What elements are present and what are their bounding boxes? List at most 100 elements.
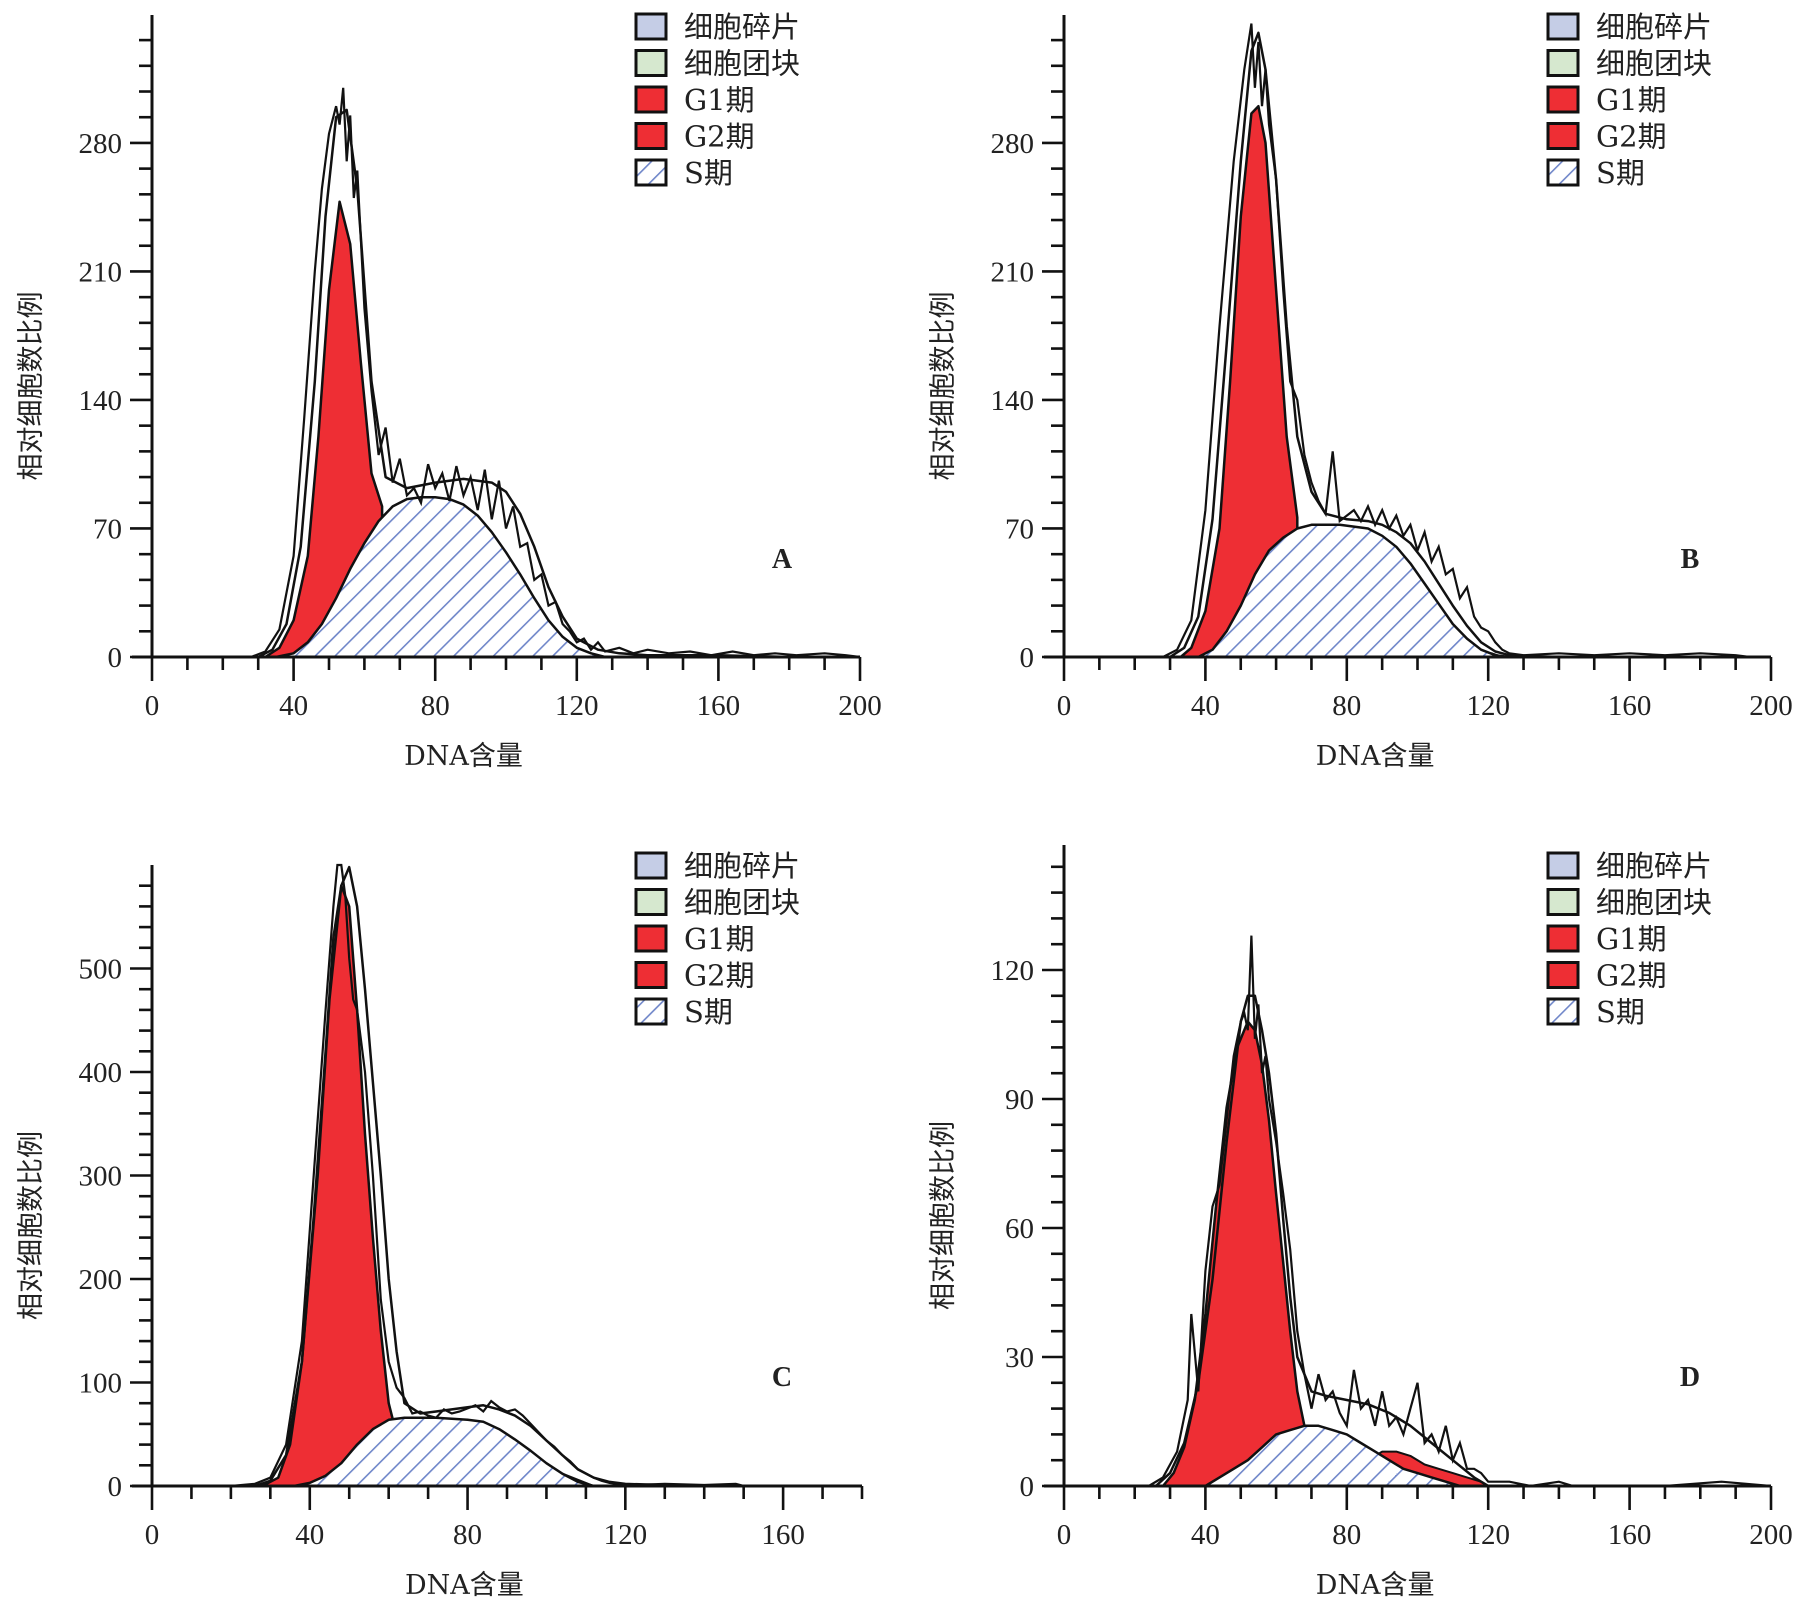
legend-swatch-aggregates [634,888,668,916]
x-tick-label: 80 [421,690,450,722]
y-tick-label: 500 [79,954,123,986]
s-phase-area [292,1416,596,1488]
g1-phase-area [264,200,384,659]
model-fit-line [1169,31,1771,659]
y-tick-label: 210 [991,256,1035,288]
legend-swatch-debris [634,12,668,41]
x-tick-label: 160 [1608,1519,1652,1551]
legend-swatch-aggregates [1546,888,1580,916]
x-tick-label: 200 [838,690,882,722]
y-tick-label: 0 [1020,642,1035,674]
legend-label-g2: G2期 [1596,120,1667,154]
y-tick-label: 140 [991,385,1035,417]
y-axis-title: 相对细胞数比例 [928,1121,959,1310]
legend-label-g1: G1期 [1596,922,1667,956]
plot-area [1148,935,1772,1488]
legend-label-s: S期 [684,995,733,1029]
panel-c: 0 40 80 120 160 0 100 200 300 400 500 细胞碎片细胞团块G1期G… [16,849,864,1601]
legend-label-aggregates: 细胞团块 [684,886,800,920]
x-tick-label: 160 [1608,690,1652,722]
panel-d: 0 40 80 120 160 200 0 30 60 90 120 细胞碎片细胞团块G1期G2期S… [928,845,1793,1601]
panel-label: B [1681,544,1700,575]
legend-label-g2: G2期 [684,959,755,993]
legend-label-aggregates: 细胞团块 [1596,47,1712,81]
panel-label: C [772,1362,792,1393]
x-tick-label: 40 [1191,690,1220,722]
y-axis-title: 相对细胞数比例 [928,292,959,481]
legend-swatch-g1 [1546,85,1580,114]
s-phase-area [1197,523,1511,659]
legend-swatch-debris [1546,851,1580,880]
x-tick-label: 200 [1749,690,1793,722]
legend-swatch-g2 [634,961,668,989]
x-tick-label: 120 [555,690,599,722]
x-tick-label: 0 [1057,1519,1072,1551]
x-tick-label: 0 [145,1519,160,1551]
panel-label: D [1680,1362,1700,1393]
legend-swatch-g1 [634,924,668,953]
legend-label-s: S期 [684,156,733,190]
g1-phase-area [1179,104,1299,659]
legend-swatch-debris [634,851,668,880]
raw-histogram-line [230,863,744,1488]
legend-label-s: S期 [1596,995,1645,1029]
y-tick-label: 140 [79,385,123,417]
panel-label: A [772,544,793,575]
legend-swatch-s [1546,997,1580,1026]
legend-swatch-g2 [1546,122,1580,150]
x-axis-title: DNA含量 [1316,741,1435,772]
x-tick-label: 40 [1191,1519,1220,1551]
panel-b: 0 40 80 120 160 200 0 70 140 210 280 细胞碎片细胞团块G1期G2… [928,10,1793,772]
y-axis-title: 相对细胞数比例 [16,292,47,481]
legend-swatch-aggregates [1546,49,1580,77]
model-fit-line [257,108,860,659]
x-tick-label: 40 [295,1519,324,1551]
x-tick-label: 0 [1057,690,1072,722]
x-axis-title: DNA含量 [1316,1570,1435,1601]
legend-label-g1: G1期 [684,83,755,117]
panel-a: 0 40 80 120 160 200 0 70 140 210 280 细胞碎片细胞团块G1期G2… [16,10,882,772]
x-axis-title: DNA含量 [405,1570,524,1601]
legend-label-g2: G2期 [684,120,755,154]
legend-label-debris: 细胞碎片 [684,10,800,44]
axes: 0 40 80 120 160 0 100 200 300 400 500 [79,865,864,1551]
y-tick-label: 300 [79,1161,123,1193]
y-tick-label: 70 [93,513,122,545]
x-tick-label: 120 [604,1519,648,1551]
y-tick-label: 70 [1005,513,1034,545]
y-tick-label: 400 [79,1057,123,1089]
plot-area [230,863,862,1488]
y-tick-label: 100 [79,1368,123,1400]
plot-area [250,87,861,659]
legend-label-g2: G2期 [1596,959,1667,993]
x-tick-label: 120 [1466,690,1510,722]
legend-swatch-g2 [1546,961,1580,989]
legend-label-aggregates: 细胞团块 [1596,886,1712,920]
legend-swatch-s [1546,158,1580,187]
x-tick-label: 200 [1749,1519,1793,1551]
y-tick-label: 280 [79,128,123,160]
y-tick-label: 0 [108,642,123,674]
x-tick-label: 160 [697,690,741,722]
legend-label-s: S期 [1596,156,1645,190]
x-tick-label: 80 [1332,690,1361,722]
x-tick-label: 80 [453,1519,482,1551]
axes: 0 40 80 120 160 200 0 30 60 90 120 [991,845,1793,1551]
y-tick-label: 120 [991,955,1035,987]
y-tick-label: 210 [79,256,123,288]
x-tick-label: 40 [279,690,308,722]
axes: 0 40 80 120 160 200 0 70 140 210 280 [991,15,1793,722]
y-tick-label: 0 [108,1471,123,1503]
y-tick-label: 280 [991,128,1035,160]
legend-label-aggregates: 细胞团块 [684,47,800,81]
legend-label-debris: 细胞碎片 [1596,10,1712,44]
legend-swatch-debris [1546,12,1580,41]
legend-swatch-s [634,997,668,1026]
raw-histogram-line [1148,935,1772,1488]
y-tick-label: 200 [79,1264,123,1296]
legend-label-g1: G1期 [684,922,755,956]
